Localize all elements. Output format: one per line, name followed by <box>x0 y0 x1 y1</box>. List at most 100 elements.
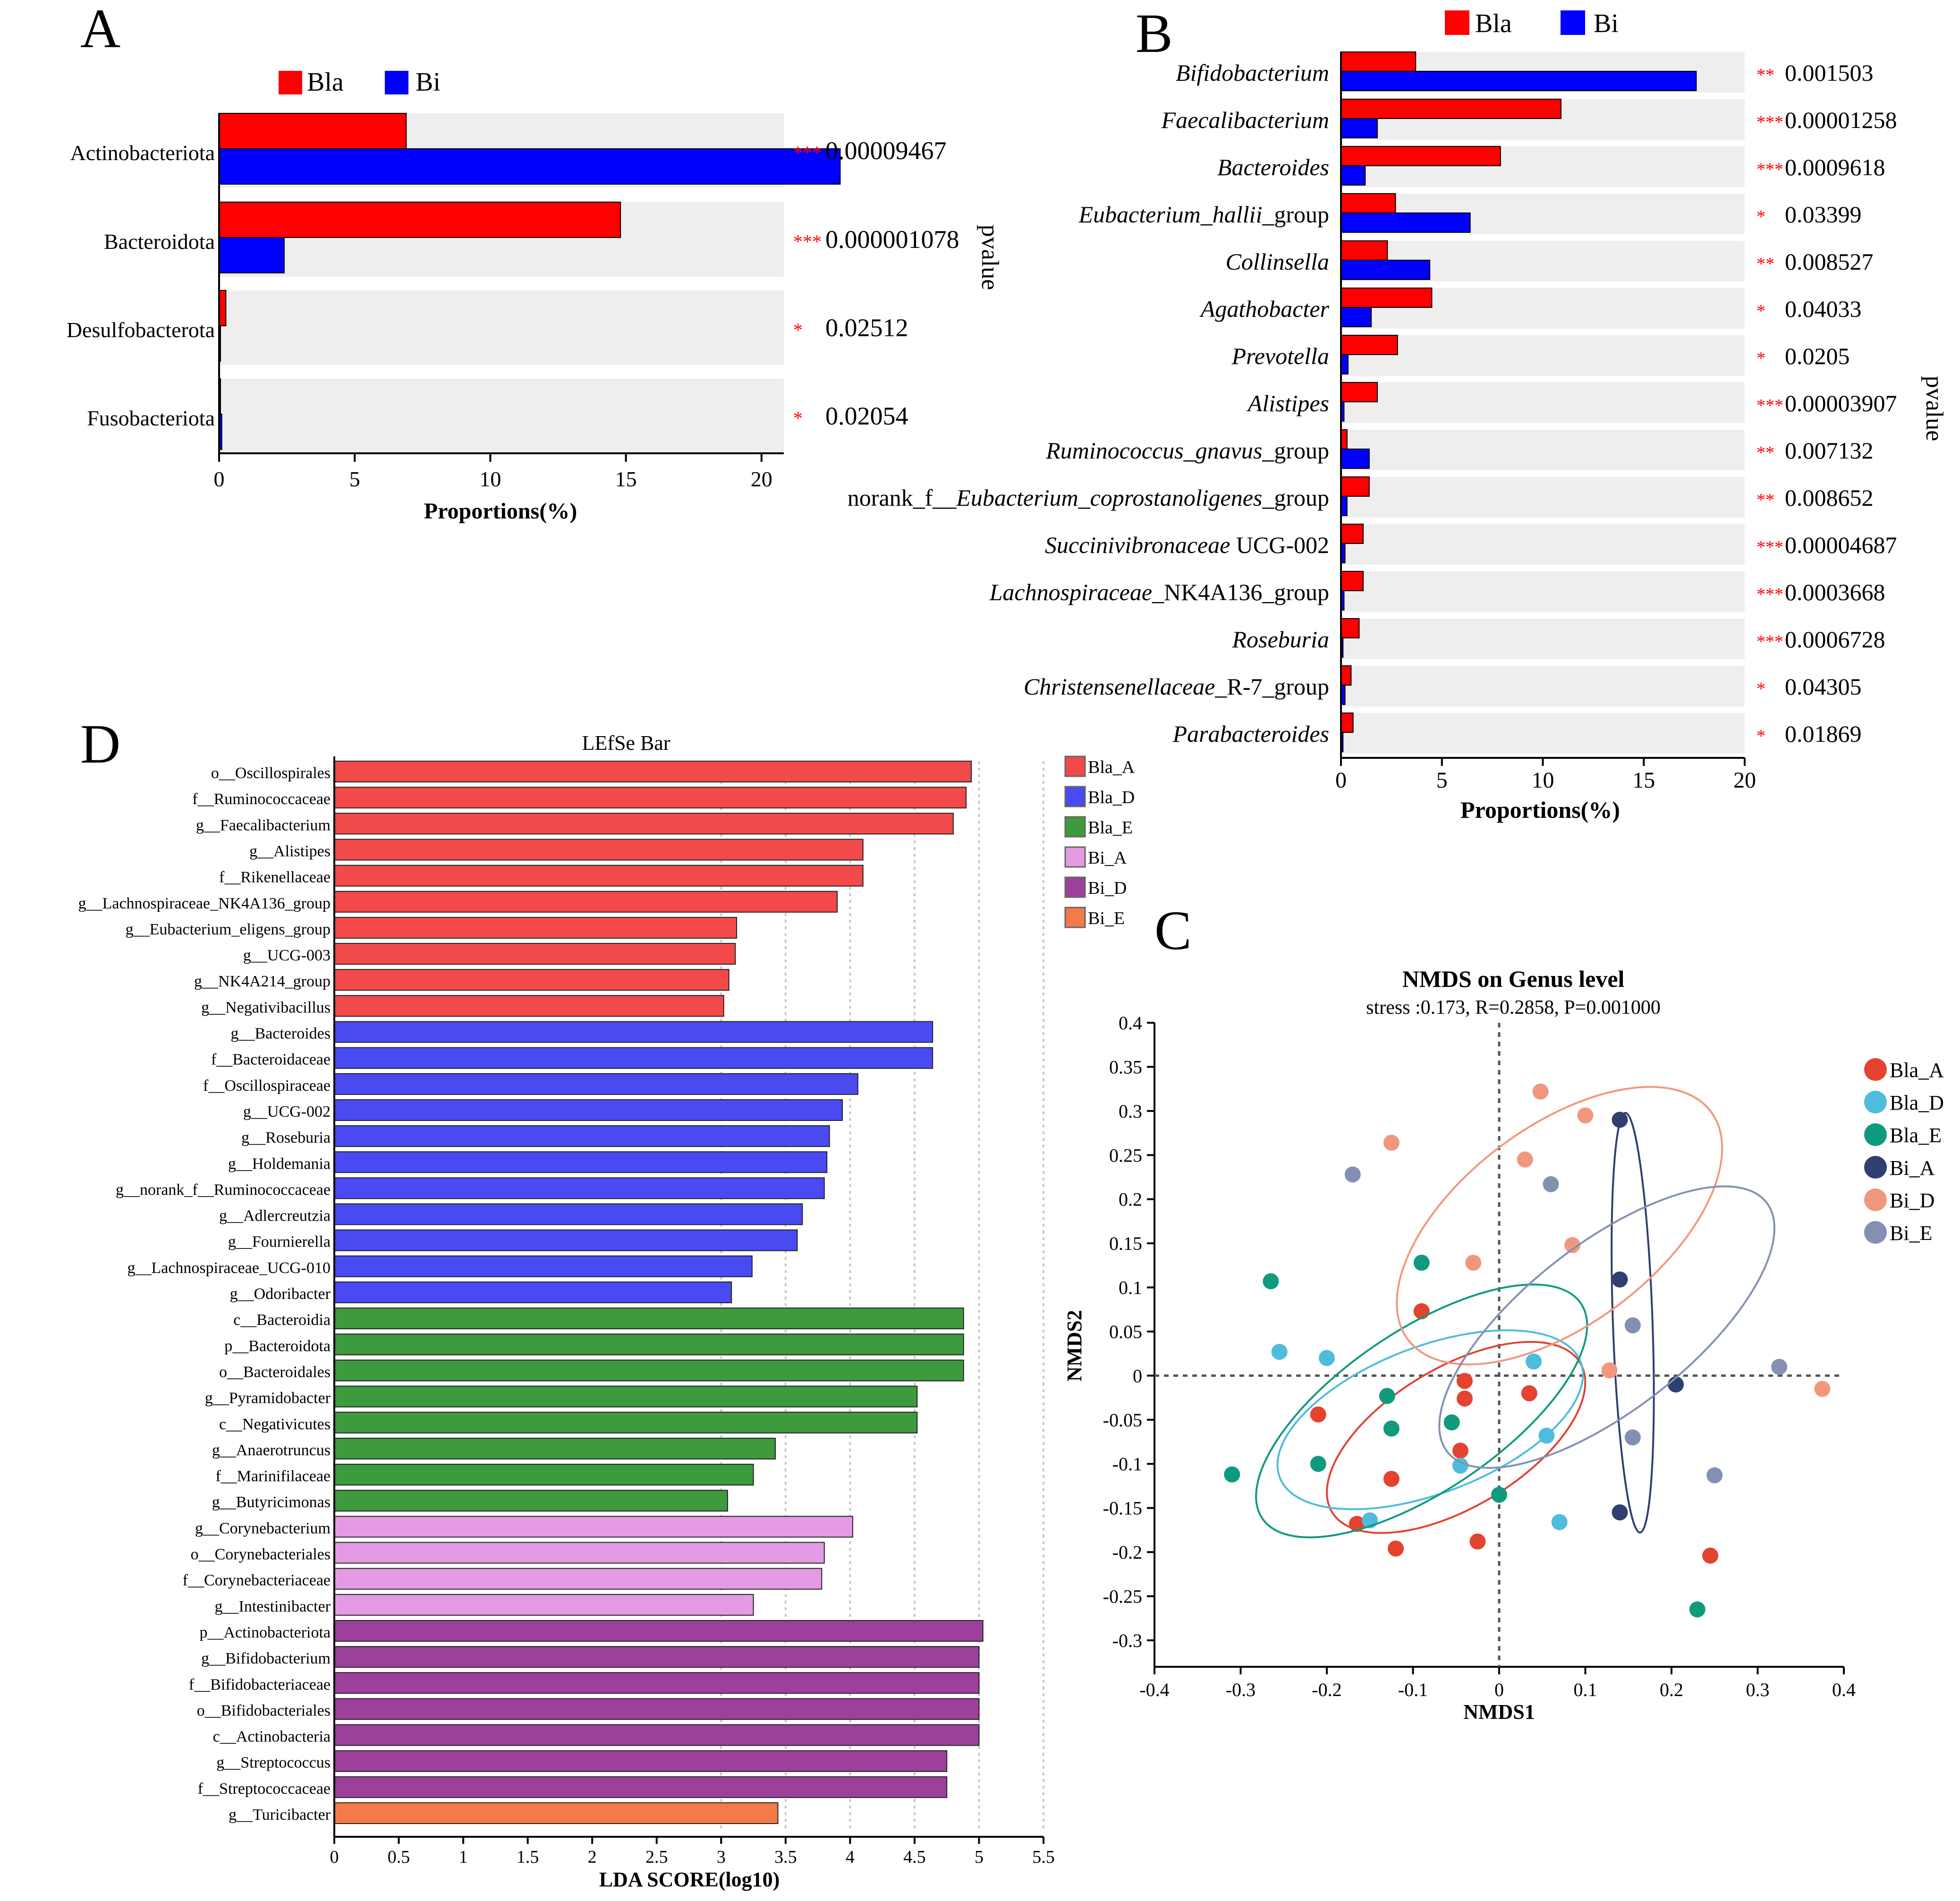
lda-bar-bla_d <box>334 1073 858 1095</box>
genus-label-part: Succinivibronaceae <box>1045 532 1230 558</box>
genus-label-part: Eubacterium_coprostanoligenes <box>956 484 1262 511</box>
feature-label: g__NK4A214_group <box>194 973 331 990</box>
feature-label: f__Oscillospiraceae <box>203 1077 331 1095</box>
feature-label: g__Roseburia <box>241 1129 331 1146</box>
sample-point-bi_d <box>1601 1362 1618 1379</box>
y-tick-label: 0 <box>1133 1365 1142 1386</box>
x-tick-label: 0.1 <box>1574 1679 1597 1700</box>
x-tick-label: 10 <box>479 467 501 491</box>
genus-label-part: Agathobacter <box>1199 296 1330 322</box>
feature-label: g__Bifidobacterium <box>201 1650 331 1667</box>
bar-bi <box>219 148 841 185</box>
x-tick-label: 20 <box>751 467 772 491</box>
y-tick-label: -0.2 <box>1112 1542 1142 1563</box>
chart-title: NMDS on Genus level <box>1402 966 1625 992</box>
sample-point-bi_d <box>1564 1237 1581 1253</box>
sample-point-bla_a <box>1388 1540 1404 1557</box>
genus-label-part: Alistipes <box>1247 390 1329 416</box>
genus-label: Agathobacter <box>1199 296 1330 322</box>
legend-swatch-bla <box>279 71 302 94</box>
significance-stars: * <box>1756 207 1765 227</box>
panel-d: D LEfSe Bar o__Oscillospirales f__Ruminococ… <box>78 713 1135 1891</box>
bar-bla <box>1341 524 1364 544</box>
lda-bar-bla_a <box>334 839 864 861</box>
pvalue-text: 0.007132 <box>1785 437 1874 464</box>
sample-point-bla_a <box>1349 1516 1365 1532</box>
feature-label: f__Streptococcaceae <box>198 1780 331 1798</box>
legend-swatch-bi <box>1561 10 1585 35</box>
significance-stars: *** <box>1756 632 1783 652</box>
legend-label: Bi_D <box>1088 878 1127 898</box>
panel-label: A <box>80 0 120 59</box>
genus-label-part: Bacteroides <box>1217 154 1329 180</box>
sample-point-bi_e <box>1344 1166 1361 1183</box>
row-band <box>219 290 784 365</box>
lda-bar-bla_a <box>334 761 972 782</box>
genus-label: Bacteroides <box>1217 154 1329 180</box>
lda-bar-bla_d <box>334 1229 798 1251</box>
sample-point-bi_a <box>1612 1271 1628 1288</box>
lda-bar-bi_a <box>334 1594 754 1616</box>
legend-swatch-bi <box>385 71 408 94</box>
x-tick-label: -0.4 <box>1139 1679 1169 1700</box>
legend-marker <box>1864 1221 1887 1244</box>
significance-stars: ** <box>1756 443 1774 463</box>
pvalue-text: 0.001503 <box>1785 59 1874 86</box>
legend-label: Bla_E <box>1890 1124 1942 1147</box>
bar-bla <box>1341 665 1352 686</box>
genus-label-part: Ruminococcus_gnavus <box>1045 437 1262 464</box>
x-tick-label: 0 <box>214 467 225 491</box>
lda-bar-bla_a <box>334 995 724 1017</box>
sample-point-bi_e <box>1624 1317 1641 1333</box>
pvalue-text: 0.03399 <box>1785 201 1862 228</box>
x-tick-label: 0.4 <box>1832 1679 1856 1700</box>
sample-point-bi_e <box>1543 1176 1559 1192</box>
lda-bar-bla_a <box>334 865 864 887</box>
lda-bar-bi_d <box>334 1698 980 1720</box>
genus-label-part: Eubacterium_hallii <box>1078 201 1263 228</box>
feature-label: p__Bacteroidota <box>224 1337 331 1355</box>
sample-point-bi_e <box>1624 1429 1641 1446</box>
row-band <box>1341 571 1745 612</box>
y-tick-label: 0.25 <box>1109 1145 1142 1166</box>
feature-label: f__Rikenellaceae <box>219 869 331 886</box>
row-band <box>1341 619 1745 659</box>
lda-bar-bla_d <box>334 1047 933 1069</box>
legend-label: Bla_D <box>1890 1091 1944 1114</box>
chart-subtitle: stress :0.173, R=0.2858, P=0.001000 <box>1366 997 1661 1018</box>
confidence-ellipse-bi_e <box>1438 1185 1775 1469</box>
x-tick-label: 0.2 <box>1660 1679 1683 1700</box>
legend-label: Bi_A <box>1088 848 1127 868</box>
sample-point-bla_a <box>1457 1373 1473 1389</box>
confidence-ellipse-bi_d <box>1396 1086 1723 1366</box>
category-label: Bacteroidota <box>104 229 215 254</box>
pvalue-text: 0.0009618 <box>1785 154 1885 180</box>
x-tick-label: 1.5 <box>517 1847 539 1867</box>
x-tick-label: -0.1 <box>1398 1679 1428 1700</box>
lda-bar-bla_e <box>334 1411 918 1434</box>
legend-label: Bi_A <box>1890 1156 1935 1180</box>
row-band <box>1341 524 1745 565</box>
category-label: Fusobacteriota <box>87 406 215 430</box>
genus-label-part: Bifidobacterium <box>1176 59 1329 86</box>
legend-swatch <box>1064 876 1086 898</box>
feature-label: c__Bacteroidia <box>233 1311 331 1329</box>
sample-point-bi_d <box>1383 1135 1400 1151</box>
lda-bar-bla_a <box>334 917 738 939</box>
feature-label: g__Corynebacterium <box>195 1519 331 1537</box>
sample-point-bla_a <box>1469 1533 1486 1550</box>
lda-bar-bi_d <box>334 1750 948 1772</box>
bar-bi <box>1341 307 1372 327</box>
feature-label: f__Marinifilaceae <box>215 1468 331 1485</box>
legend-swatch <box>1064 816 1086 838</box>
confidence-ellipse-bla_d <box>1276 1329 1584 1511</box>
feature-label: o__Bifidobacteriales <box>197 1702 331 1719</box>
lda-bar-bla_d <box>334 1281 732 1303</box>
genus-label: Parabacteroides <box>1172 721 1329 747</box>
lda-bar-bla_d <box>334 1125 830 1147</box>
legend-label: Bla <box>1475 9 1512 38</box>
legend-label: Bi <box>416 68 441 97</box>
feature-label: g__Odoribacter <box>230 1285 331 1303</box>
x-tick-label: -0.2 <box>1312 1679 1341 1700</box>
x-axis-title: LDA SCORE(log10) <box>599 1868 780 1891</box>
